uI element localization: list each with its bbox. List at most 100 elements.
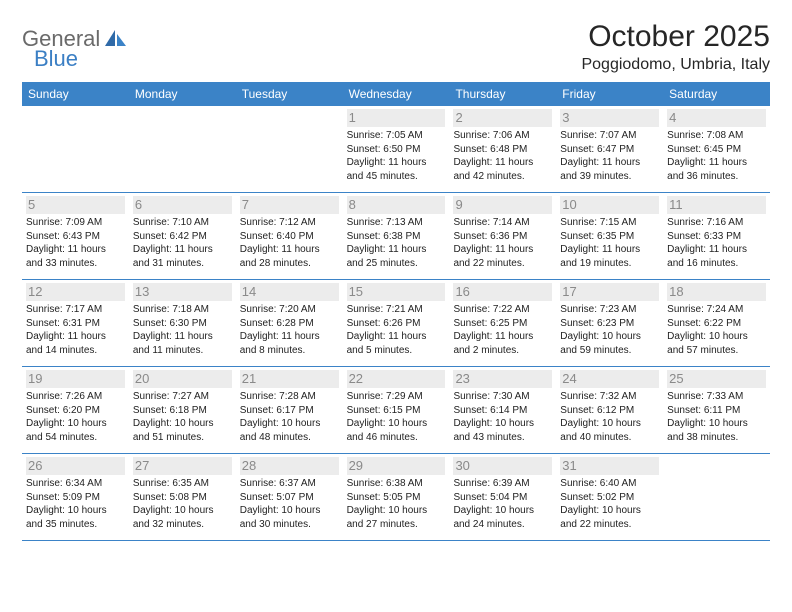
day-number: 13: [133, 283, 232, 301]
calendar-day-cell: 20 Sunrise: 7:27 AMSunset: 6:18 PMDayligh…: [129, 367, 236, 453]
day-number: 1: [347, 109, 446, 127]
calendar-day-cell: 25Sunrise: 7:33 AMSunset: 6:11 PMDayligh…: [663, 367, 770, 453]
day-details: Sunrise: 7:08 AMSunset: 6:45 PMDaylight:…: [667, 129, 766, 183]
calendar-day-cell: [236, 106, 343, 192]
day-details: Sunrise: 7:10 AMSunset: 6:42 PMDaylight:…: [133, 216, 232, 270]
calendar-day-cell: 7 Sunrise: 7:12 AMSunset: 6:40 PMDaylight…: [236, 193, 343, 279]
calendar-day-cell: 8 Sunrise: 7:13 AMSunset: 6:38 PMDaylight…: [343, 193, 450, 279]
calendar-day-cell: 11Sunrise: 7:16 AMSunset: 6:33 PMDayligh…: [663, 193, 770, 279]
day-number: 16: [453, 283, 552, 301]
day-number: 9: [453, 196, 552, 214]
day-number: 17: [560, 283, 659, 301]
calendar-page: General October 2025 Poggiodomo, Umbria,…: [0, 0, 792, 541]
calendar-day-cell: 29Sunrise: 6:38 AMSunset: 5:05 PMDayligh…: [343, 454, 450, 540]
day-number: 10: [560, 196, 659, 214]
weekday-header-cell: Monday: [129, 82, 236, 106]
day-number: 20: [133, 370, 232, 388]
day-number: 23: [453, 370, 552, 388]
day-details: Sunrise: 7:32 AMSunset: 6:12 PMDaylight:…: [560, 390, 659, 444]
weekday-header-cell: Wednesday: [343, 82, 450, 106]
day-number: 26: [26, 457, 125, 475]
calendar-day-cell: 28Sunrise: 6:37 AMSunset: 5:07 PMDayligh…: [236, 454, 343, 540]
month-title: October 2025: [581, 20, 770, 54]
calendar-day-cell: 26 Sunrise: 6:34 AMSunset: 5:09 PMDayligh…: [22, 454, 129, 540]
calendar-week-row: 19Sunrise: 7:26 AMSunset: 6:20 PMDayligh…: [22, 367, 770, 454]
day-number: 29: [347, 457, 446, 475]
calendar-day-cell: 1 Sunrise: 7:05 AMSunset: 6:50 PMDaylight…: [343, 106, 450, 192]
day-number: 21: [240, 370, 339, 388]
day-number: 12: [26, 283, 125, 301]
day-details: Sunrise: 7:28 AMSunset: 6:17 PMDaylight:…: [240, 390, 339, 444]
day-details: Sunrise: 7:13 AMSunset: 6:38 PMDaylight:…: [347, 216, 446, 270]
day-number: 8: [347, 196, 446, 214]
day-details: Sunrise: 6:39 AMSunset: 5:04 PMDaylight:…: [453, 477, 552, 531]
day-number: 25: [667, 370, 766, 388]
day-number: 5: [26, 196, 125, 214]
day-details: Sunrise: 7:07 AMSunset: 6:47 PMDaylight:…: [560, 129, 659, 183]
day-number: 2: [453, 109, 552, 127]
day-details: Sunrise: 7:21 AMSunset: 6:26 PMDaylight:…: [347, 303, 446, 357]
calendar-week-row: 1 Sunrise: 7:05 AMSunset: 6:50 PMDaylight…: [22, 106, 770, 193]
weekday-header-cell: Friday: [556, 82, 663, 106]
day-details: Sunrise: 7:14 AMSunset: 6:36 PMDaylight:…: [453, 216, 552, 270]
weekday-header-cell: Saturday: [663, 82, 770, 106]
calendar-day-cell: 22Sunrise: 7:29 AMSunset: 6:15 PMDayligh…: [343, 367, 450, 453]
day-number: 3: [560, 109, 659, 127]
calendar-day-cell: 30 Sunrise: 6:39 AMSunset: 5:04 PMDayligh…: [449, 454, 556, 540]
calendar-day-cell: [22, 106, 129, 192]
day-details: Sunrise: 7:06 AMSunset: 6:48 PMDaylight:…: [453, 129, 552, 183]
weekday-header-cell: Thursday: [449, 82, 556, 106]
day-number: 6: [133, 196, 232, 214]
title-block: October 2025 Poggiodomo, Umbria, Italy: [581, 20, 770, 74]
calendar-day-cell: 5 Sunrise: 7:09 AMSunset: 6:43 PMDaylight…: [22, 193, 129, 279]
day-details: Sunrise: 7:26 AMSunset: 6:20 PMDaylight:…: [26, 390, 125, 444]
calendar-day-cell: 31 Sunrise: 6:40 AMSunset: 5:02 PMDayligh…: [556, 454, 663, 540]
calendar-day-cell: 24 Sunrise: 7:32 AMSunset: 6:12 PMDayligh…: [556, 367, 663, 453]
day-details: Sunrise: 6:40 AMSunset: 5:02 PMDaylight:…: [560, 477, 659, 531]
day-details: Sunrise: 7:30 AMSunset: 6:14 PMDaylight:…: [453, 390, 552, 444]
calendar-day-cell: 21 Sunrise: 7:28 AMSunset: 6:17 PMDayligh…: [236, 367, 343, 453]
calendar-week-row: 12 Sunrise: 7:17 AMSunset: 6:31 PMDayligh…: [22, 280, 770, 367]
weekday-header-row: SundayMondayTuesdayWednesdayThursdayFrid…: [22, 82, 770, 106]
day-details: Sunrise: 7:27 AMSunset: 6:18 PMDaylight:…: [133, 390, 232, 444]
day-details: Sunrise: 7:18 AMSunset: 6:30 PMDaylight:…: [133, 303, 232, 357]
day-details: Sunrise: 6:34 AMSunset: 5:09 PMDaylight:…: [26, 477, 125, 531]
calendar-day-cell: 15Sunrise: 7:21 AMSunset: 6:26 PMDayligh…: [343, 280, 450, 366]
day-number: 27: [133, 457, 232, 475]
day-number: 7: [240, 196, 339, 214]
day-details: Sunrise: 6:35 AMSunset: 5:08 PMDaylight:…: [133, 477, 232, 531]
calendar-day-cell: 14Sunrise: 7:20 AMSunset: 6:28 PMDayligh…: [236, 280, 343, 366]
day-number: 24: [560, 370, 659, 388]
day-details: Sunrise: 7:20 AMSunset: 6:28 PMDaylight:…: [240, 303, 339, 357]
day-details: Sunrise: 7:23 AMSunset: 6:23 PMDaylight:…: [560, 303, 659, 357]
calendar-day-cell: 10 Sunrise: 7:15 AMSunset: 6:35 PMDayligh…: [556, 193, 663, 279]
day-number: 11: [667, 196, 766, 214]
day-number: 30: [453, 457, 552, 475]
day-details: Sunrise: 7:29 AMSunset: 6:15 PMDaylight:…: [347, 390, 446, 444]
calendar-day-cell: 18Sunrise: 7:24 AMSunset: 6:22 PMDayligh…: [663, 280, 770, 366]
calendar-day-cell: [663, 454, 770, 540]
calendar-day-cell: 13 Sunrise: 7:18 AMSunset: 6:30 PMDayligh…: [129, 280, 236, 366]
calendar-day-cell: 16Sunrise: 7:22 AMSunset: 6:25 PMDayligh…: [449, 280, 556, 366]
calendar-day-cell: 2 Sunrise: 7:06 AMSunset: 6:48 PMDaylight…: [449, 106, 556, 192]
day-details: Sunrise: 7:12 AMSunset: 6:40 PMDaylight:…: [240, 216, 339, 270]
day-details: Sunrise: 7:15 AMSunset: 6:35 PMDaylight:…: [560, 216, 659, 270]
weekday-header-cell: Tuesday: [236, 82, 343, 106]
day-details: Sunrise: 7:05 AMSunset: 6:50 PMDaylight:…: [347, 129, 446, 183]
location-subtitle: Poggiodomo, Umbria, Italy: [581, 56, 770, 74]
calendar-day-cell: 17 Sunrise: 7:23 AMSunset: 6:23 PMDayligh…: [556, 280, 663, 366]
day-number: 31: [560, 457, 659, 475]
calendar-day-cell: 23 Sunrise: 7:30 AMSunset: 6:14 PMDayligh…: [449, 367, 556, 453]
calendar-week-row: 26 Sunrise: 6:34 AMSunset: 5:09 PMDayligh…: [22, 454, 770, 541]
page-header: General October 2025 Poggiodomo, Umbria,…: [22, 20, 770, 74]
calendar-day-cell: 9 Sunrise: 7:14 AMSunset: 6:36 PMDaylight…: [449, 193, 556, 279]
day-details: Sunrise: 7:17 AMSunset: 6:31 PMDaylight:…: [26, 303, 125, 357]
logo-sail-icon: [104, 28, 128, 53]
weekday-header-cell: Sunday: [22, 82, 129, 106]
weeks-container: 1 Sunrise: 7:05 AMSunset: 6:50 PMDaylight…: [22, 106, 770, 541]
calendar-grid: SundayMondayTuesdayWednesdayThursdayFrid…: [22, 82, 770, 541]
calendar-week-row: 5 Sunrise: 7:09 AMSunset: 6:43 PMDaylight…: [22, 193, 770, 280]
day-details: Sunrise: 7:24 AMSunset: 6:22 PMDaylight:…: [667, 303, 766, 357]
day-details: Sunrise: 7:09 AMSunset: 6:43 PMDaylight:…: [26, 216, 125, 270]
calendar-day-cell: 27 Sunrise: 6:35 AMSunset: 5:08 PMDayligh…: [129, 454, 236, 540]
